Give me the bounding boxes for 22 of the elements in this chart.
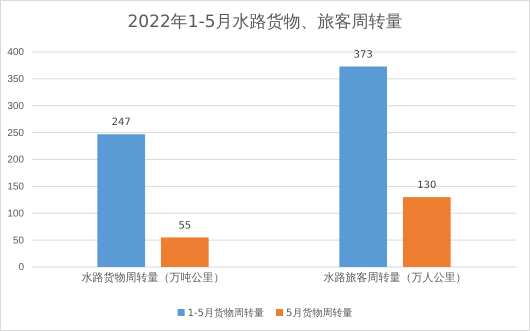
x-tick-label: 水路货物周转量（万吨公里） [82,270,224,284]
bar [97,134,146,267]
y-tick-label: 300 [7,100,24,112]
y-tick-label: 250 [7,128,24,139]
data-label: 373 [354,50,373,61]
y-tick-label: 150 [7,182,24,193]
data-label: 130 [417,180,436,192]
bar [402,197,451,267]
y-tick-label: 100 [7,208,24,220]
y-tick-label: 50 [12,235,24,246]
x-tick-label: 水路旅客周转量（万人公里） [324,270,466,284]
bar [160,237,209,267]
y-tick-label: 350 [7,74,24,86]
data-label: 247 [112,117,131,128]
y-tick-label: 0 [18,262,24,274]
legend-label: 1-5月货物周转量 [188,307,264,319]
legend-label: 5月货物周转量 [286,307,352,319]
y-tick-label: 200 [7,154,24,166]
bar [339,66,388,267]
y-tick-label: 400 [7,47,24,58]
data-label: 55 [178,220,192,232]
chart-title: 2022年1-5月水路货物、旅客周转量 [127,12,403,32]
